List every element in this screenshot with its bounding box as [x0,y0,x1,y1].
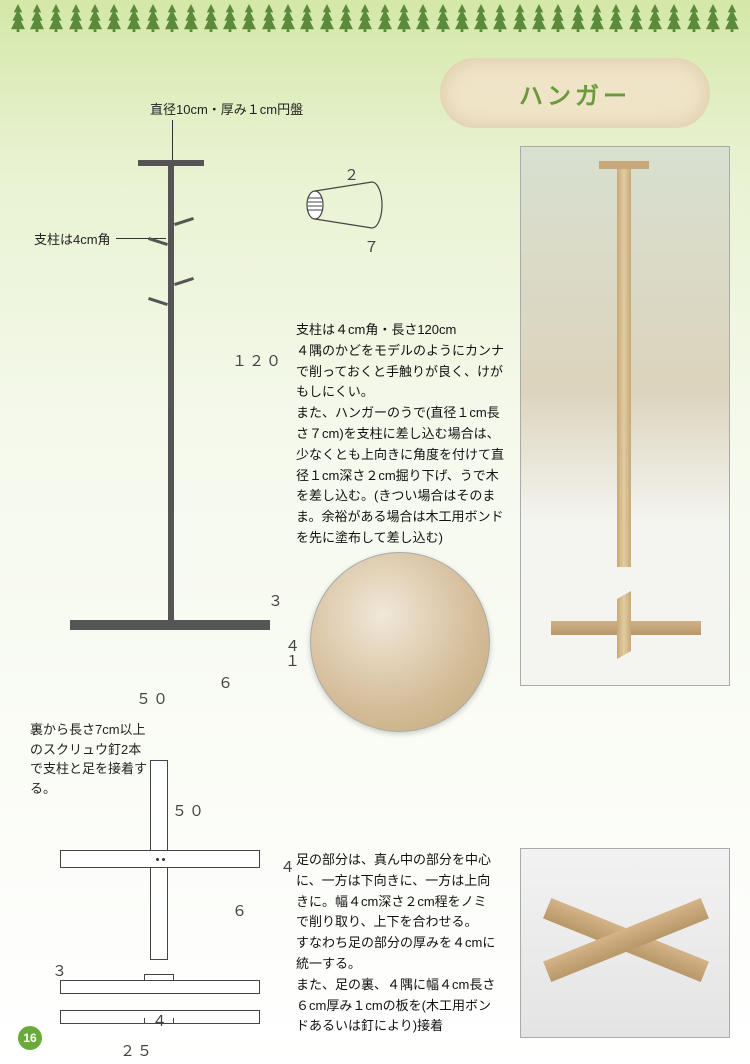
dim-four3: ４ [152,1010,167,1031]
photo-base-v [617,591,631,659]
dim-base-w: ５０ [136,688,170,709]
tree-icon [513,4,527,32]
diagram-stand-side [60,150,280,670]
tree-icon [339,4,353,32]
photo-pole [617,167,631,567]
photo-peg-closeup [310,552,490,732]
tree-icon [706,4,720,32]
body-text-1: 支柱は４cm角・長さ120cm ４隅のかどをモデルのようにカンナで削っておくと手… [296,320,506,549]
tree-icon [532,4,546,32]
photo-disc [599,161,649,169]
dim-one: １ [285,650,300,671]
title-badge: ハンガー [440,58,710,128]
tree-icon [242,4,256,32]
dim-three: ３ [268,590,283,611]
diagram-peg [174,277,194,286]
tree-icon [397,4,411,32]
tree-icon [127,4,141,32]
diagram-screw-dot [162,858,165,861]
tree-icon [629,4,643,32]
tree-icon [609,4,623,32]
dim-25: ２５ [120,1040,154,1061]
dim-six: ６ [218,672,233,693]
tree-icon [281,4,295,32]
diagram-peg [148,297,168,306]
diagram-base-top [50,740,280,1040]
tree-icon [184,4,198,32]
diagram-notch [144,974,174,980]
tree-icon [49,4,63,32]
photo-hanger-main [520,146,730,686]
tree-icon [223,4,237,32]
tree-icon [378,4,392,32]
diagram-peg [148,237,168,246]
tree-icon [165,4,179,32]
dim-six2: ６ [232,900,247,921]
tree-icon [416,4,430,32]
tree-icon [88,4,102,32]
tree-icon [320,4,334,32]
tree-icon [571,4,585,32]
tree-icon [107,4,121,32]
tree-icon [146,4,160,32]
dim-peg-len: ７ [364,236,379,257]
dim-height: １２０ [232,350,283,371]
tree-icon [687,4,701,32]
dim-four2: ４ [280,856,295,877]
page-number: 16 [18,1026,42,1050]
tree-icon [474,4,488,32]
tree-icon [436,4,450,32]
tree-icon [204,4,218,32]
tree-icon [725,4,739,32]
tree-icon [30,4,44,32]
tree-icon [262,4,276,32]
top-tree-border [0,0,750,36]
tree-icon [69,4,83,32]
body-text-2: 足の部分は、真ん中の部分を中心に、一方は下向きに、一方は上向きに。幅４cm深さ２… [296,850,496,1037]
tree-icon [11,4,25,32]
diagram-peg [174,217,194,226]
tree-icon [358,4,372,32]
diagram-screw-dot [156,858,159,861]
dim-base-w2: ５０ [172,800,206,821]
diagram-base [70,620,270,630]
tree-icon [455,4,469,32]
photo-base-cross [520,848,730,1038]
label-top-disc: 直径10cm・厚み１cm円盤 [150,100,303,120]
tree-icon [551,4,565,32]
page-title: ハンガー [519,76,631,111]
diagram-piece [60,980,260,994]
diagram-bar-h [60,850,260,868]
dim-three2: ３ [52,960,67,981]
tree-icon [667,4,681,32]
tree-icon [590,4,604,32]
dim-peg-dia: ２ [344,164,359,185]
tree-icon [493,4,507,32]
diagram-pole [168,166,174,626]
tree-icon [648,4,662,32]
tree-icon [300,4,314,32]
